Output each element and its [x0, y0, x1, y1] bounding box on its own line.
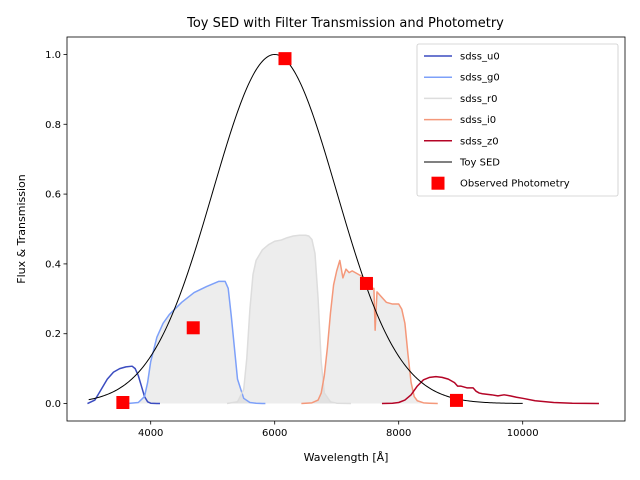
x-tick-label: 6000 — [262, 428, 287, 439]
legend-label: sdss_u0 — [460, 52, 500, 63]
legend-marker — [432, 177, 445, 190]
chart-title: Toy SED with Filter Transmission and Pho… — [186, 16, 504, 31]
legend-label: Observed Photometry — [460, 179, 570, 190]
legend-label: sdss_g0 — [460, 73, 500, 84]
photometry-point — [278, 52, 291, 65]
y-axis-label: Flux & Transmission — [15, 174, 28, 284]
legend-label: sdss_z0 — [460, 136, 499, 147]
y-tick-label: 0.6 — [45, 190, 61, 201]
legend-label: Toy SED — [459, 158, 500, 169]
y-tick-label: 0.2 — [45, 329, 61, 340]
y-tick-label: 1.0 — [45, 50, 61, 61]
x-tick-label: 4000 — [138, 428, 163, 439]
photometry-point — [450, 394, 463, 407]
y-tick-label: 0.0 — [45, 399, 61, 410]
photometry-point — [187, 321, 200, 334]
x-axis-label: Wavelength [Å] — [304, 451, 389, 464]
photometry-point — [116, 396, 129, 409]
y-tick-label: 0.4 — [45, 259, 61, 270]
legend-label: sdss_r0 — [460, 94, 497, 105]
legend: sdss_u0 sdss_g0 sdss_r0 sdss_i0 sdss_z0 Toy S… — [417, 44, 618, 196]
photometry-point — [360, 277, 373, 290]
y-tick-label: 0.8 — [45, 120, 61, 131]
x-tick-label: 8000 — [386, 428, 411, 439]
x-tick-label: 10000 — [507, 428, 539, 439]
legend-label: sdss_i0 — [460, 115, 496, 126]
